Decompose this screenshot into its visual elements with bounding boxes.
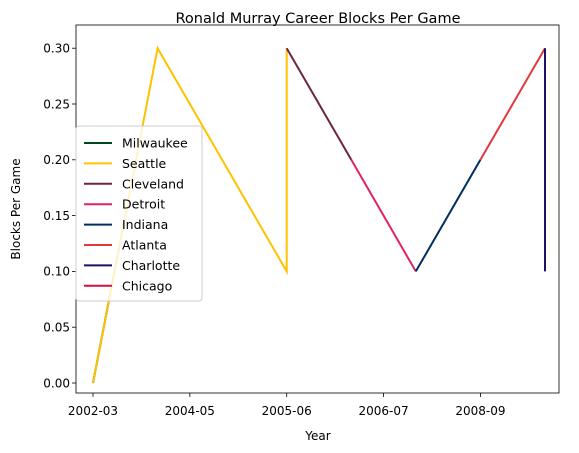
series-line-indiana	[414, 159, 482, 272]
legend-entries: Milwaukee Seattle Cleveland Detroit Indiana A…	[84, 136, 188, 293]
y-axis-ticks: 0.00 0.05 0.10 0.15 0.20 0.25 0.30	[43, 42, 76, 390]
series-line-atlanta	[479, 47, 546, 161]
x-tick-label: 2002-03	[68, 404, 118, 418]
legend-label: Indiana	[122, 217, 168, 232]
y-axis-label: Blocks Per Game	[9, 158, 23, 259]
y-tick-label: 0.25	[43, 97, 70, 111]
y-tick-label: 0.30	[43, 42, 70, 56]
x-axis-ticks: 2002-03 2004-05 2005-06 2006-07 2008-09	[68, 393, 505, 418]
legend-label: Cleveland	[122, 176, 184, 191]
x-axis-label: Year	[304, 429, 330, 443]
y-tick-label: 0.00	[43, 376, 70, 390]
y-tick-label: 0.15	[43, 209, 70, 223]
x-tick-label: 2005-06	[262, 404, 312, 418]
legend-label: Atlanta	[122, 238, 167, 253]
legend-label: Detroit	[122, 197, 165, 212]
y-tick-label: 0.10	[43, 265, 70, 279]
legend-label: Charlotte	[122, 258, 180, 273]
legend-label: Chicago	[122, 278, 172, 293]
legend: Milwaukee Seattle Cleveland Detroit Indiana A…	[75, 125, 203, 302]
legend-label: Milwaukee	[122, 136, 188, 151]
plot-area: 0.00 0.05 0.10 0.15 0.20 0.25 0.30 2002-03 2004…	[43, 24, 560, 418]
legend-frame	[75, 125, 203, 302]
y-tick-label: 0.05	[43, 321, 70, 335]
chart-title: Ronald Murray Career Blocks Per Game	[176, 11, 461, 27]
legend-label: Seattle	[122, 156, 167, 171]
y-tick-label: 0.20	[43, 153, 70, 167]
x-tick-label: 2008-09	[455, 404, 505, 418]
x-tick-label: 2006-07	[358, 404, 408, 418]
series-line-cleveland	[285, 47, 353, 161]
series-line-detroit	[350, 159, 417, 272]
x-tick-label: 2004-05	[165, 404, 215, 418]
